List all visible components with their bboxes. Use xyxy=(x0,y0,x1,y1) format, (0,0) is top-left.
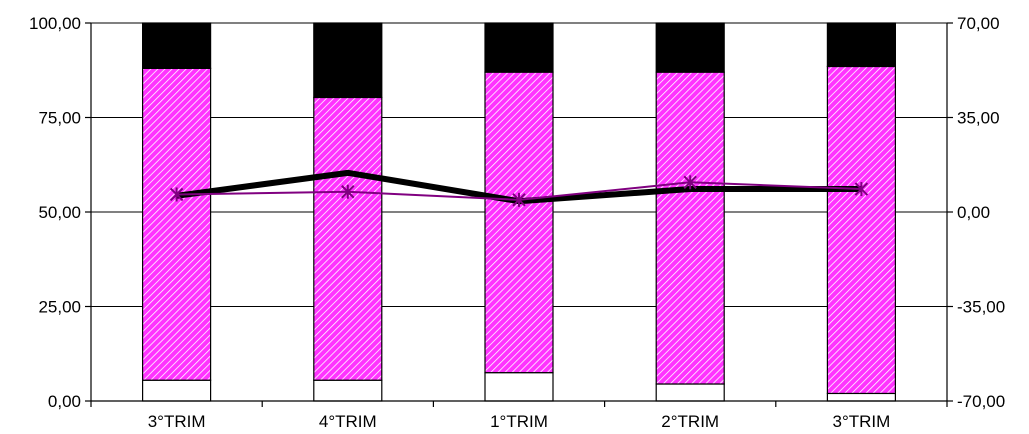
bar-segment-1 xyxy=(655,71,725,385)
y-right-tick-label: -35,00 xyxy=(957,298,1005,317)
bar-segment-0 xyxy=(484,372,554,402)
y-right-tick-label: 0,00 xyxy=(957,203,990,222)
y-right-tick-label: 70,00 xyxy=(957,14,1000,33)
bar-segment-0 xyxy=(826,392,897,402)
bar-segment-0 xyxy=(655,383,725,402)
y-right-tick-label: -70,00 xyxy=(957,392,1005,411)
bar-segment-2 xyxy=(142,22,212,69)
bar-segment-2 xyxy=(484,22,554,73)
labels: 0,00 25,00 50,00 75,00 100,00 -70,00 -35,00 0,0… xyxy=(29,14,1005,431)
bar-segment-1 xyxy=(826,65,897,395)
y-left-tick-label: 25,00 xyxy=(38,298,81,317)
bar-segment-0 xyxy=(142,379,212,402)
x-category-label: 1°TRIM xyxy=(490,412,548,431)
line-marker xyxy=(683,175,697,190)
y-left-tick-label: 0,00 xyxy=(48,392,81,411)
bar-segment-1 xyxy=(313,96,383,381)
x-category-label: 2°TRIM xyxy=(661,412,719,431)
x-category-label: 4°TRIM xyxy=(319,412,377,431)
bar-segment-2 xyxy=(655,22,725,73)
bar-segment-2 xyxy=(313,22,383,99)
line-marker xyxy=(512,192,526,207)
axes xyxy=(85,22,953,407)
bar-segment-0 xyxy=(313,379,383,402)
y-left-tick-label: 100,00 xyxy=(29,14,81,33)
y-right-tick-label: 35,00 xyxy=(957,109,1000,128)
x-category-label: 3°TRIM xyxy=(832,412,890,431)
y-left-tick-label: 50,00 xyxy=(38,203,81,222)
bar-segment-1 xyxy=(484,71,554,374)
line-marker xyxy=(169,187,184,202)
bar-segment-1 xyxy=(142,67,212,381)
line-marker xyxy=(854,182,869,197)
bar-segment-2 xyxy=(826,22,897,68)
lines xyxy=(169,169,869,207)
bars xyxy=(142,22,897,402)
y-left-tick-label: 75,00 xyxy=(38,109,81,128)
x-category-label: 3°TRIM xyxy=(148,412,206,431)
line-marker xyxy=(341,184,355,199)
